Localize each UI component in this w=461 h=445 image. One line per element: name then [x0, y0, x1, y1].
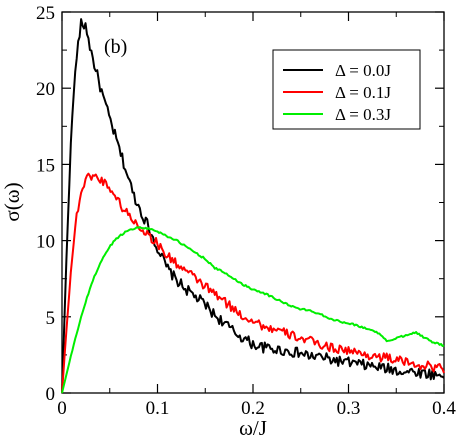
x-axis-title: ω/J — [239, 416, 267, 440]
y-axis-title: σ(ω) — [0, 182, 24, 221]
y-tick-label: 0 — [46, 384, 56, 405]
y-tick-label: 10 — [36, 232, 55, 253]
legend-label-2: Δ = 0.3J — [335, 105, 391, 124]
legend-box — [272, 49, 421, 130]
legend: Δ = 0.0J Δ = 0.1J Δ = 0.3J — [272, 49, 421, 130]
x-tick-label: 0.2 — [241, 398, 265, 419]
panel-label: (b) — [104, 36, 127, 58]
legend-label-1: Δ = 0.1J — [335, 83, 391, 102]
legend-items: Δ = 0.0J Δ = 0.1J Δ = 0.3J — [283, 61, 391, 124]
legend-label-0: Δ = 0.0J — [335, 61, 391, 80]
series-layer — [61, 18, 445, 394]
x-tick-label: 0.3 — [337, 398, 361, 419]
y-tick-label: 20 — [36, 79, 55, 100]
x-tick-label: 0.1 — [146, 398, 170, 419]
y-tick-label: 5 — [46, 308, 56, 329]
y-tick-label: 15 — [36, 155, 55, 176]
x-tick-label: 0 — [57, 398, 67, 419]
series-line-2 — [61, 226, 445, 394]
series-line-1 — [61, 172, 445, 394]
x-tick-label: 0.4 — [432, 398, 456, 419]
x-axis-ticks: 0 0.1 0.2 0.3 0.4 — [57, 12, 456, 419]
series-line-0 — [61, 18, 445, 394]
y-tick-label: 25 — [36, 3, 55, 24]
y-axis-ticks: 0 5 10 15 20 25 — [36, 3, 444, 405]
